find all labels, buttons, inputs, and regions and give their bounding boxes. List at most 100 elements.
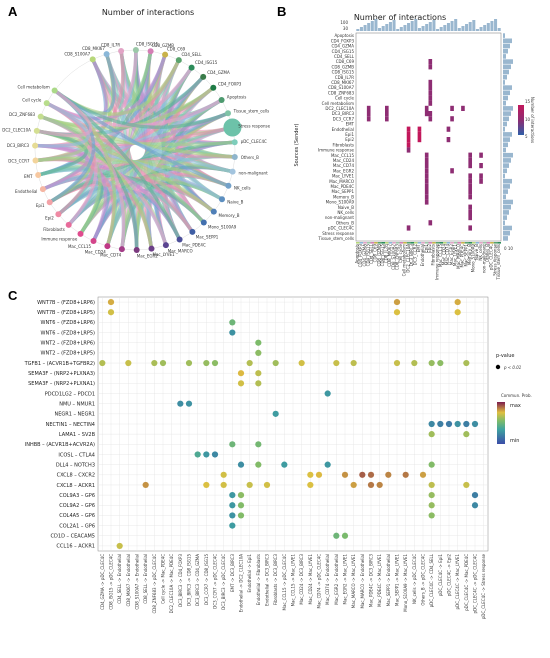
heatmap-col-label: CD8_MKI67 [387, 244, 392, 267]
heatmap-top-bar [407, 23, 411, 31]
heatmap-top-bar [454, 19, 458, 31]
dotplot-y-label: TGFB1 – (ACVR1B+TGFBR2) [24, 361, 95, 367]
dotplot-y-label: WNT6 – (FZD8+LRP5) [41, 330, 96, 336]
chord-node-label: Mac_LYVE1 [153, 252, 176, 257]
chord-node-label: Mono_S100A9 [208, 224, 237, 229]
heat-tick-max: 15 [525, 99, 531, 104]
heatmap-side-bar [503, 126, 505, 132]
prob-legend-max: max [510, 403, 521, 409]
heatmap-cell [406, 126, 411, 132]
heatmap-cell [450, 168, 454, 174]
heatmap-cell [424, 183, 429, 189]
dotplot-point [229, 441, 236, 448]
heatmap-col-strip [385, 242, 389, 244]
dotplot-point [211, 451, 219, 458]
heatmap-row-label: Mac_CD24 [333, 158, 355, 163]
dotplot-point [237, 492, 245, 499]
dotplot-x-label: DC3_BIRC3 -> CD8_ISG15 [187, 554, 192, 606]
heatmap-cell [424, 111, 429, 117]
dotplot-x-label: Mac_EGR2 -> Endothelial [334, 554, 339, 605]
heatmap-top-bar [428, 22, 432, 31]
heatmap-col-strip [403, 242, 407, 244]
chord-node [200, 219, 207, 226]
heatmap-col-strip [392, 242, 396, 244]
heatmap-row-label: DC2_CLEC10A [325, 106, 354, 111]
heatmap-cell [424, 163, 429, 169]
dotplot-point [298, 359, 305, 367]
heatmap-col-label: Mac_PDE4C [460, 244, 465, 268]
heatmap-cell [406, 142, 411, 148]
dotplot-x-label: CD8_ZNF683 -> pDC_CLEC4C [152, 554, 157, 614]
chord-node-label: Mac_MARCO [168, 248, 193, 253]
chord-node-label: Mac_EGR2 [137, 254, 159, 259]
heatmap-side-bar [503, 215, 507, 220]
chord-node [32, 157, 39, 164]
dotplot-x-label: Mac_CCL15 -> pDC_CLEC4C [282, 554, 287, 611]
heatmap-cell [428, 100, 433, 106]
dotplot-point [229, 522, 236, 529]
heatmap-row-label: EMT [346, 122, 355, 127]
heatmap-col-label: Naive_B [474, 244, 479, 260]
heatmap-side-bar [503, 152, 513, 158]
heatmap-cell [468, 225, 473, 231]
chord-node-label: Mac_SEPP1 [196, 234, 219, 239]
dotplot-point [428, 461, 435, 468]
heatmap-col-label: Mac_LYVE1 [452, 244, 457, 267]
dotplot-point [367, 481, 375, 489]
chord-node-label: CD8_S100A7 [64, 51, 90, 56]
heatmap-cell [479, 178, 483, 184]
dotplot-y-label: NECTIN1 – NECTIN4 [46, 422, 95, 428]
heatmap-side-bar [503, 137, 510, 142]
heatmap-col-strip [363, 242, 367, 244]
heatmap-col-strip [446, 242, 451, 244]
dotplot-point [237, 502, 245, 509]
heatmap-cell [385, 116, 389, 122]
heatmap-col-label: Tissue_stem_cells [496, 244, 501, 281]
dotplot-x-label: pDC_CLEC4C -> CD4_SELL [429, 553, 434, 607]
heatmap-col-strip [432, 242, 436, 244]
chord-node [162, 51, 169, 58]
dotplot-x-label: CD4_SELL -> Endothelial [117, 554, 122, 604]
dotplot-point [428, 502, 435, 509]
heatmap-cell [468, 178, 473, 184]
dotplot-y-label: CXCL8 – CXCR2 [57, 473, 95, 479]
dotplot-point [246, 359, 253, 367]
dotplot-y-label: CCL16 – ACKR1 [56, 544, 95, 550]
heatmap-cell [468, 204, 473, 210]
heatmap-col-strip [395, 242, 400, 244]
heatmap-col-strip [464, 242, 469, 244]
heatmap-cell [446, 126, 451, 132]
heatmap-cell [479, 152, 483, 158]
dotplot-x-label: NK_cells -> pDC_CLEC4C [412, 554, 417, 604]
chord-node-label: Mac_CD24 [85, 249, 107, 254]
dotplot-point [229, 319, 236, 326]
heatmap-top-bar [417, 28, 421, 31]
dotplot-point [393, 309, 401, 316]
dotplot-point [255, 461, 262, 468]
heatmap-cell [417, 137, 422, 143]
heatmap-cell [366, 111, 371, 117]
heatmap-col-label: Mac_CD24 [442, 244, 447, 266]
dotplot-x-label: Endothelial -> DC2_CLEC10A [239, 554, 244, 613]
prob-legend-min: min [510, 438, 519, 444]
heatmap-row-label: CD4_ISG15 [332, 49, 355, 54]
heatmap-row-label: CD8_GZMB [332, 64, 355, 69]
dotplot-point [376, 481, 383, 489]
heatmap-cell [424, 194, 429, 200]
dotplot-point [402, 471, 409, 478]
heatmap-cell [424, 152, 429, 158]
chord-node-label: CD8_GZMB [152, 43, 175, 48]
heatmap-row-label: CD8_ZNF683 [328, 90, 355, 95]
heatmap-row-label: CD8_C69 [336, 59, 355, 64]
heatmap-col-strip [472, 242, 476, 244]
dotplot-x-label: CD8_S100A7 -> Endothelial [135, 554, 140, 610]
dotplot-x-label: pDC_CLEC4C -> Stress response [481, 553, 486, 619]
dotplot-y-label: COL9A3 – GP6 [59, 493, 95, 499]
dotplot-point [229, 512, 236, 519]
heatmap-row-label: DC3_CCR7 [333, 116, 355, 121]
heatmap-row-label: Mac_MARCO [329, 179, 354, 184]
heatmap-side-bar [503, 236, 508, 241]
dotplot-x-label: EMT -> DC3_BIRC3 [230, 554, 235, 592]
heatmap-col-strip [475, 242, 480, 244]
heatmap-top-bar [381, 26, 385, 31]
